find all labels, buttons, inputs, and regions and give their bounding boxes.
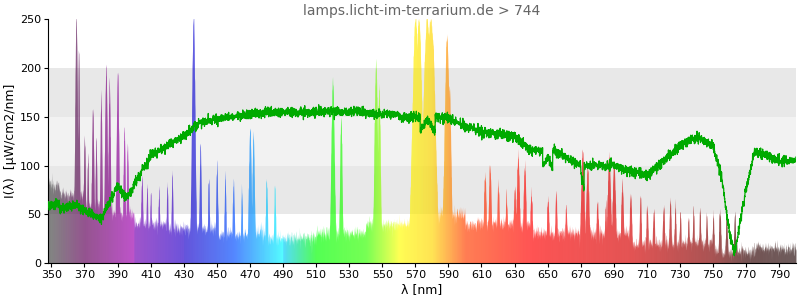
Bar bbox=[48, 117, 796, 166]
Bar bbox=[48, 166, 796, 214]
X-axis label: λ [nm]: λ [nm] bbox=[402, 283, 442, 296]
Y-axis label: I(λ)  [µW/cm2/nm]: I(λ) [µW/cm2/nm] bbox=[4, 84, 17, 198]
Title: lamps.licht-im-terrarium.de > 744: lamps.licht-im-terrarium.de > 744 bbox=[303, 4, 541, 18]
Bar bbox=[48, 68, 796, 117]
